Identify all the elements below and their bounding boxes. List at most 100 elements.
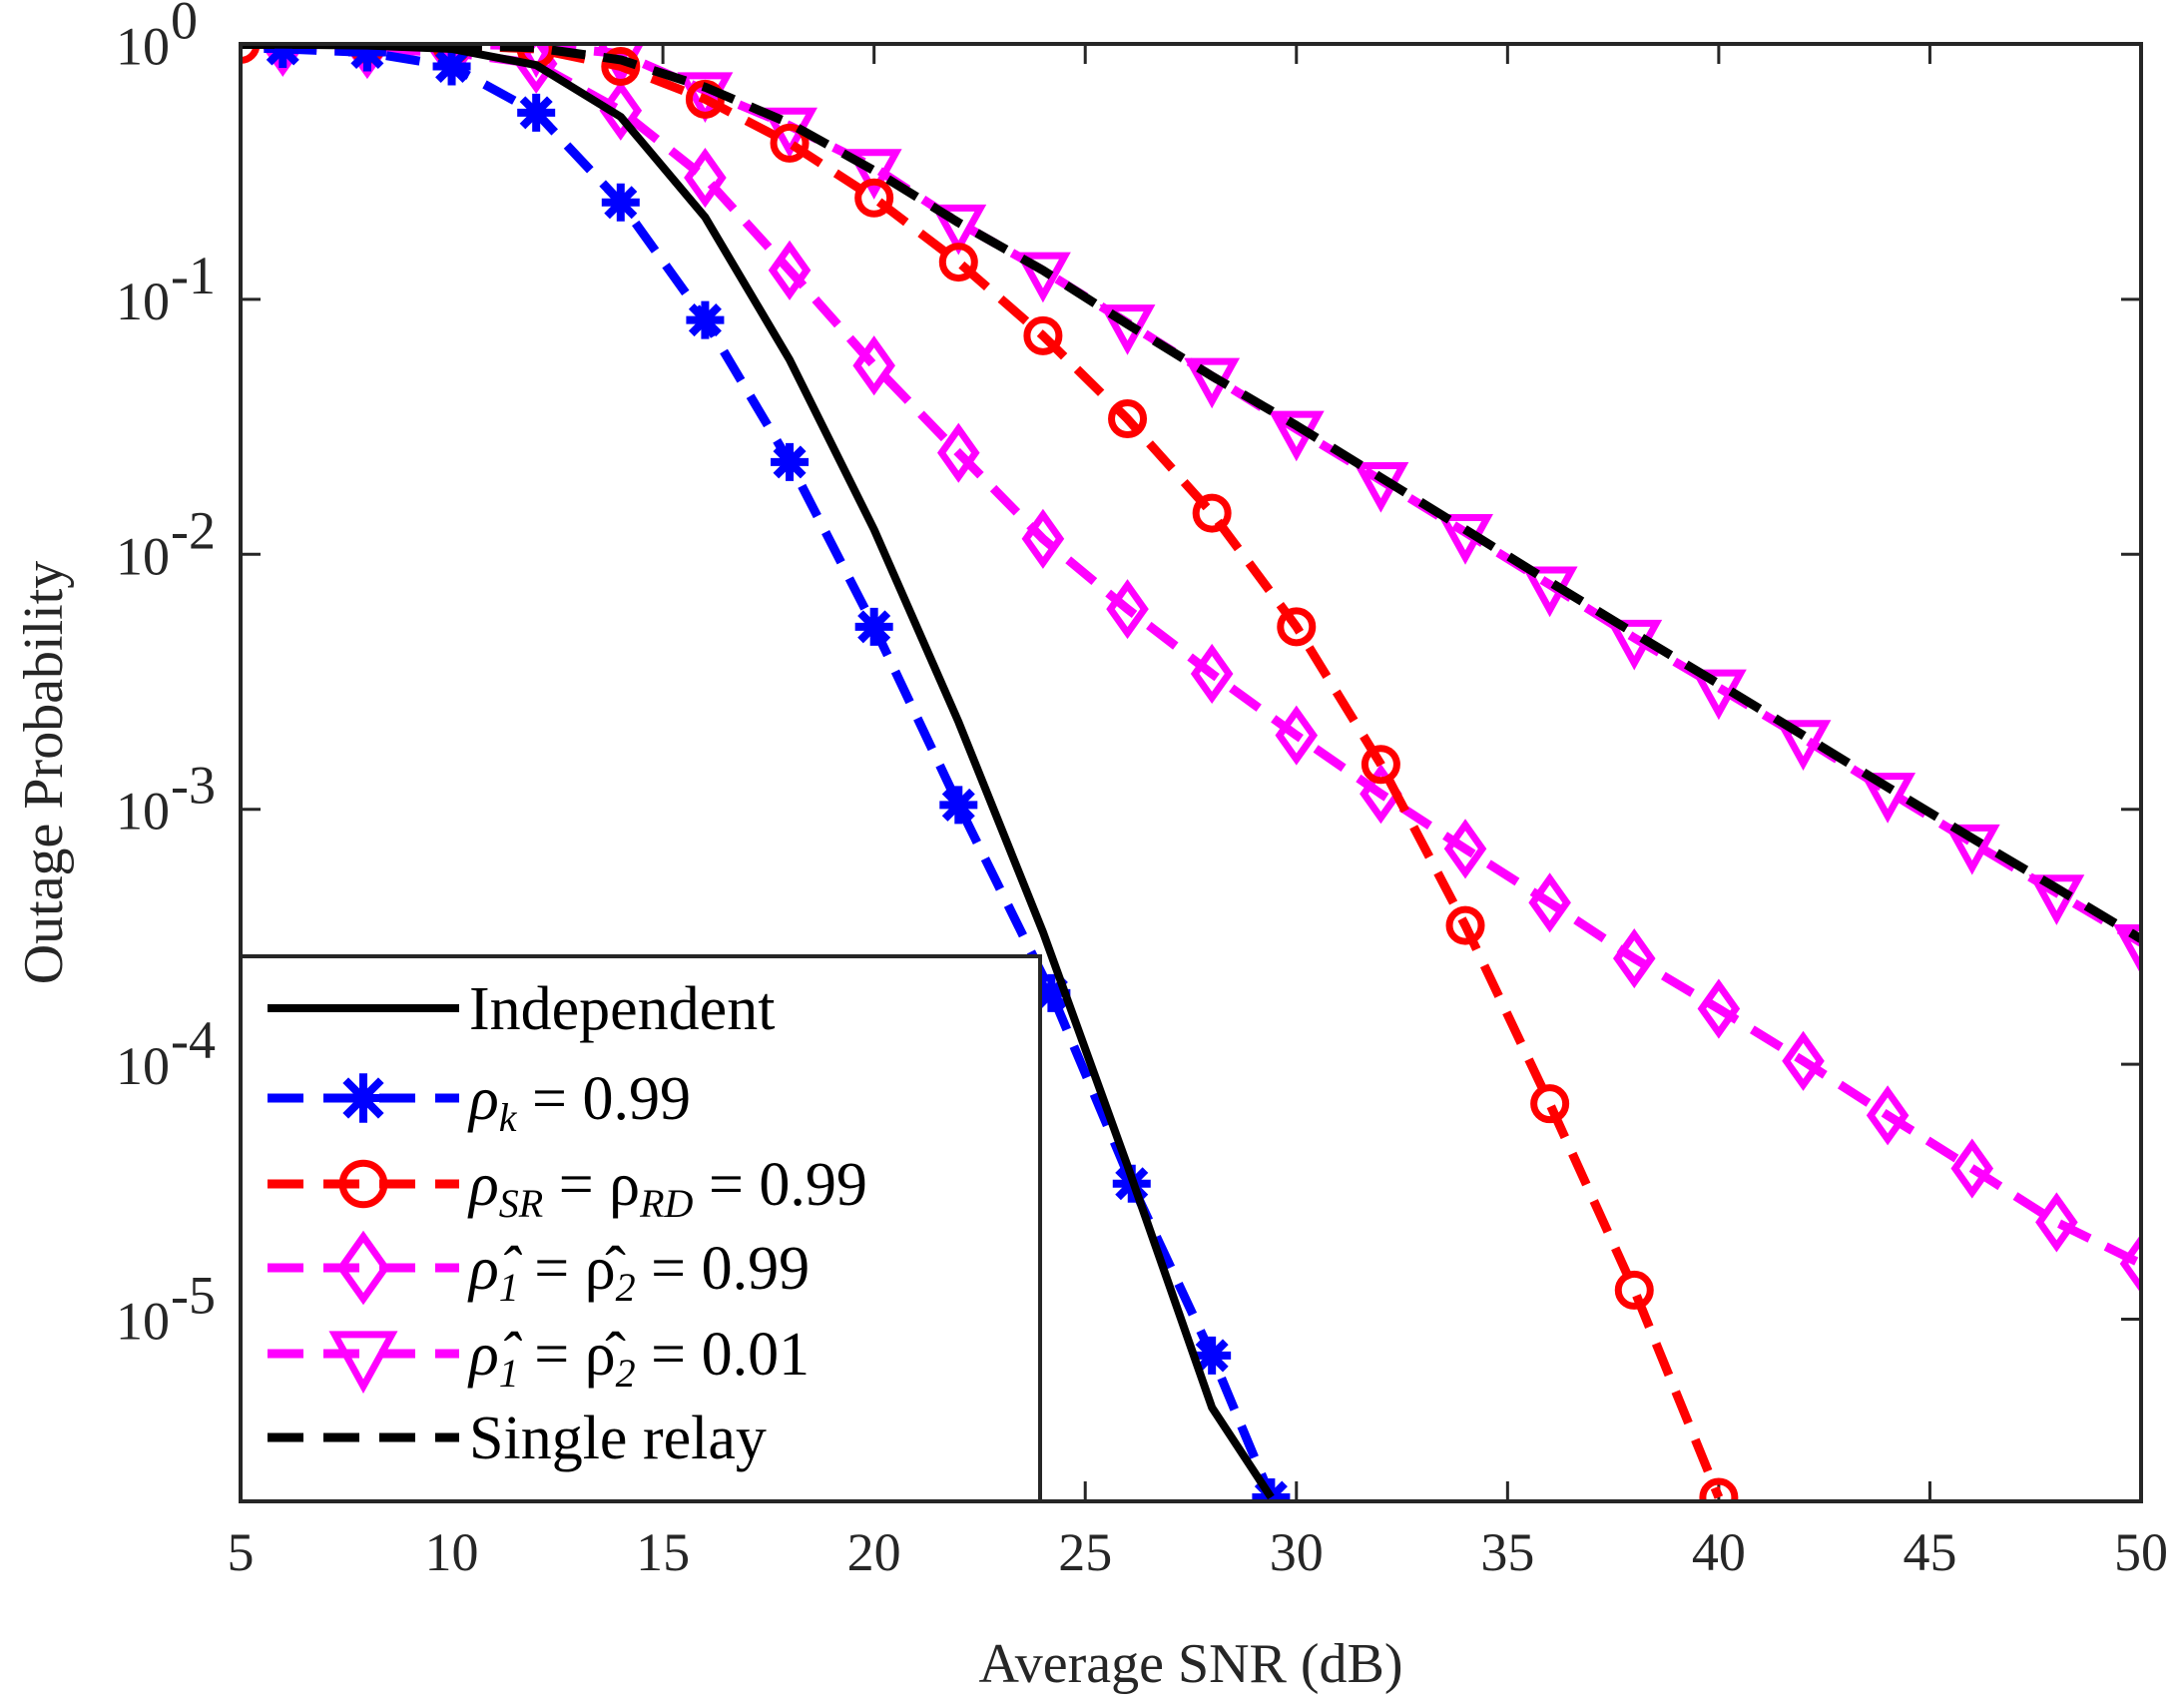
legend-entry: ρk = 0.99 bbox=[268, 1065, 691, 1140]
data-point bbox=[345, 44, 389, 80]
x-tick-label: 5 bbox=[228, 1522, 255, 1582]
data-point bbox=[686, 300, 725, 339]
series-rho-k bbox=[264, 44, 1291, 1501]
data-point bbox=[517, 93, 556, 132]
y-tick-label: 10 -5 bbox=[116, 1266, 216, 1352]
legend-entry: ρ̂1 = ρ̂2 = 0.99 bbox=[268, 1230, 810, 1310]
y-tick-label: 10 -2 bbox=[116, 500, 216, 586]
y-tick-base: 10 bbox=[116, 17, 170, 77]
data-point bbox=[1106, 579, 1149, 640]
legend-entry: Single relay bbox=[268, 1405, 767, 1472]
y-tick-label: 10 -3 bbox=[116, 756, 216, 842]
y-tick-exponent: -5 bbox=[171, 1266, 216, 1326]
data-point bbox=[771, 442, 810, 481]
legend: Independent ρk = 0.99 ρSR = ρRD = 0.99 ρ̂1 … bbox=[239, 954, 1042, 1503]
y-tick-exponent: -3 bbox=[171, 756, 216, 816]
data-point bbox=[2113, 924, 2141, 975]
data-point bbox=[1699, 1477, 1739, 1501]
data-point bbox=[1193, 1336, 1232, 1375]
data-point bbox=[939, 786, 978, 825]
legend-label: ρ̂1 = ρ̂2 = 0.01 bbox=[467, 1321, 810, 1396]
legend-label: ρSR = ρRD = 0.99 bbox=[467, 1151, 867, 1226]
data-point bbox=[264, 44, 302, 69]
data-point bbox=[2119, 1233, 2141, 1295]
legend-box bbox=[239, 954, 1042, 1503]
data-point bbox=[432, 47, 471, 86]
data-point bbox=[1943, 824, 2000, 875]
y-tick-base: 10 bbox=[116, 272, 170, 331]
y-tick-base: 10 bbox=[116, 782, 170, 842]
legend-label: ρk = 0.99 bbox=[467, 1065, 691, 1140]
data-point bbox=[1697, 978, 1741, 1039]
legend-entry: ρSR = ρRD = 0.99 bbox=[268, 1151, 867, 1226]
data-point bbox=[1612, 928, 1656, 989]
data-point bbox=[2035, 1192, 2078, 1253]
series-group bbox=[241, 44, 2141, 1501]
data-point bbox=[1023, 315, 1063, 355]
data-point bbox=[770, 123, 810, 163]
x-tick-label: 40 bbox=[1692, 1522, 1746, 1582]
y-tick-base: 10 bbox=[116, 1036, 170, 1096]
y-tick-exponent: -1 bbox=[171, 246, 216, 305]
data-point bbox=[845, 149, 902, 200]
series-line bbox=[241, 44, 2141, 943]
data-point bbox=[852, 335, 895, 396]
data-point bbox=[1614, 1270, 1654, 1310]
x-axis-label: Average SNR (dB) bbox=[978, 1633, 1402, 1695]
series-line bbox=[241, 44, 1275, 1500]
x-tick-label: 15 bbox=[636, 1522, 690, 1582]
asterisk-marker bbox=[338, 1073, 388, 1123]
data-point bbox=[599, 80, 643, 141]
y-tick-label: 10 -1 bbox=[116, 246, 216, 331]
y-tick-exponent: 0 bbox=[171, 0, 198, 51]
plot-frame bbox=[239, 42, 2143, 1503]
data-point bbox=[1021, 508, 1065, 569]
diamond-marker bbox=[336, 1230, 390, 1306]
data-point bbox=[1108, 399, 1148, 439]
data-point bbox=[1014, 252, 1071, 303]
x-tick-label: 25 bbox=[1058, 1522, 1112, 1582]
x-tick-label: 10 bbox=[425, 1522, 479, 1582]
x-tick-label: 30 bbox=[1270, 1522, 1324, 1582]
data-point bbox=[768, 240, 812, 300]
data-point bbox=[938, 243, 978, 283]
x-tick-label: 20 bbox=[847, 1522, 901, 1582]
data-point bbox=[1950, 1138, 1994, 1199]
legend-entry: ρ̂1 = ρ̂2 = 0.01 bbox=[268, 1321, 810, 1396]
data-point bbox=[1443, 819, 1487, 879]
legend-label: Single relay bbox=[469, 1405, 767, 1472]
series-independent bbox=[241, 44, 1275, 1500]
data-point bbox=[854, 178, 894, 218]
data-point bbox=[1445, 905, 1485, 945]
legend-entry: Independent bbox=[268, 975, 775, 1043]
data-point bbox=[1528, 872, 1571, 933]
data-point bbox=[854, 607, 893, 646]
legend-label: Independent bbox=[469, 975, 775, 1043]
data-point bbox=[1277, 607, 1317, 647]
x-tick-labels: 5 10 15 20 25 30 35 40 45 50 bbox=[228, 1522, 2169, 1582]
data-point bbox=[1782, 1030, 1825, 1091]
data-point bbox=[684, 147, 727, 209]
data-point bbox=[1775, 720, 1832, 771]
x-tick-label: 45 bbox=[1903, 1522, 1956, 1582]
y-tick-exponent: -2 bbox=[171, 500, 216, 560]
data-point bbox=[1190, 643, 1234, 705]
legend-label: ρ̂1 = ρ̂2 = 0.99 bbox=[467, 1235, 810, 1310]
data-point bbox=[1275, 705, 1319, 766]
data-point bbox=[601, 47, 641, 87]
y-axis-label: Outage Probability bbox=[13, 561, 75, 985]
y-tick-base: 10 bbox=[116, 1292, 170, 1352]
data-point bbox=[1361, 745, 1400, 785]
data-point bbox=[347, 44, 386, 72]
data-point bbox=[1860, 773, 1916, 824]
data-point bbox=[1530, 1084, 1570, 1124]
data-point bbox=[601, 183, 640, 222]
data-point bbox=[1866, 1085, 1910, 1146]
y-tick-exponent: -4 bbox=[171, 1010, 216, 1070]
circle-marker bbox=[338, 1159, 388, 1209]
y-tick-base: 10 bbox=[116, 526, 170, 586]
y-tick-label: 10 0 bbox=[116, 0, 198, 77]
y-tick-label: 10 -4 bbox=[116, 1010, 216, 1096]
